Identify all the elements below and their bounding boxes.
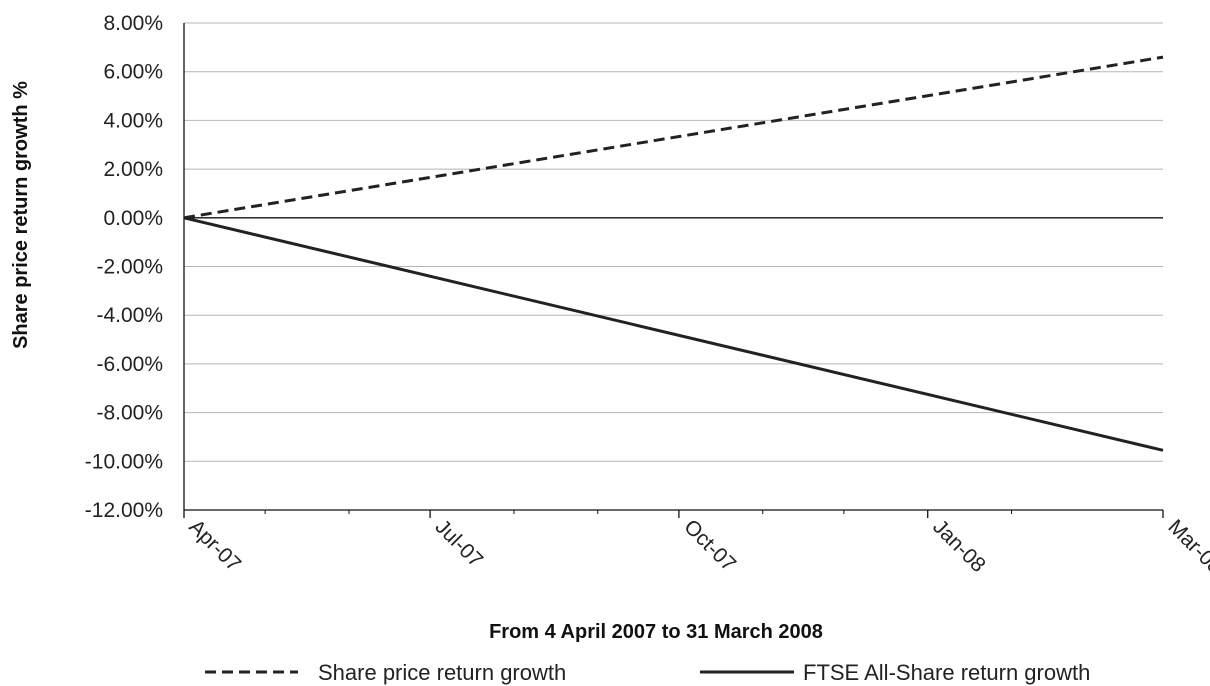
y-tick-label: -6.00% bbox=[96, 353, 163, 376]
legend-label-ftse: FTSE All-Share return growth bbox=[803, 660, 1090, 685]
y-tick-label: -12.00% bbox=[85, 499, 163, 522]
x-tick-label: Mar-08 bbox=[1163, 515, 1210, 578]
y-tick-labels: 8.00% 6.00% 4.00% 2.00% 0.00% -2.00% -4.00% -6.… bbox=[85, 12, 163, 522]
legend: Share price return growth FTSE All-Share… bbox=[205, 660, 1090, 685]
x-tick-label: Oct-07 bbox=[679, 515, 740, 576]
series-lines bbox=[183, 55, 1164, 452]
x-tick-label: Jan-08 bbox=[928, 515, 990, 577]
y-tick-label: -10.00% bbox=[85, 450, 163, 473]
y-tick-label: 2.00% bbox=[103, 158, 163, 181]
y-tick-label: -2.00% bbox=[96, 256, 163, 279]
y-tick-label: -8.00% bbox=[96, 402, 163, 425]
y-tick-label: 0.00% bbox=[103, 207, 163, 230]
y-tick-label: -4.00% bbox=[96, 304, 163, 327]
legend-label-share-price: Share price return growth bbox=[318, 660, 566, 685]
x-tick-labels: Apr-07 Jul-07 Oct-07 Jan-08 Mar-08 bbox=[184, 515, 1210, 578]
y-axis-title: Share price return growth % bbox=[10, 81, 32, 349]
y-tick-label: 6.00% bbox=[103, 61, 163, 84]
series-line-ftse bbox=[183, 216, 1164, 452]
series-line-share-price bbox=[183, 55, 1164, 220]
x-tick-label: Jul-07 bbox=[431, 515, 488, 572]
y-tick-label: 4.00% bbox=[103, 109, 163, 132]
gridlines bbox=[184, 22, 1163, 511]
x-tick-label: Apr-07 bbox=[184, 515, 245, 576]
y-tick-label: 8.00% bbox=[103, 12, 163, 35]
x-axis-title: From 4 April 2007 to 31 March 2008 bbox=[489, 621, 823, 643]
axes bbox=[183, 23, 1164, 518]
